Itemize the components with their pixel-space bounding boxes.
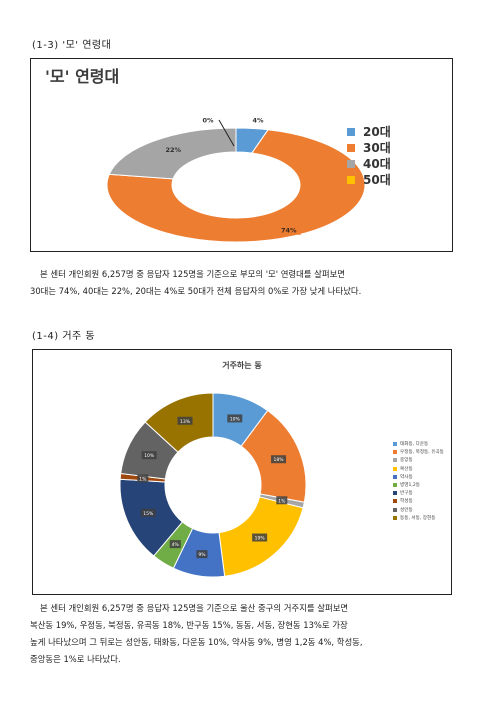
svg-text:1%: 1% — [278, 498, 286, 504]
chart2-legend-item-7: 학성동 — [393, 497, 444, 505]
chart2-frame: 거주하는 동 10% 18% 1% 19% 9% 4% 15% 1% 10% 13% 태화동, 다… — [32, 349, 452, 595]
chart2-legend-swatch-5 — [393, 483, 397, 488]
chart1-legend-item-2: 40대 — [347, 155, 391, 172]
chart2-legend-label-7: 학성동 — [400, 499, 413, 505]
chart2-legend-swatch-7 — [393, 499, 397, 504]
chart1-label-50: 0% — [197, 115, 219, 125]
section1-paragraph-line1: 본 센터 개인회원 6,257명 중 응답자 125명을 기준으로 부모의 '모… — [40, 269, 345, 279]
svg-text:9%: 9% — [198, 552, 206, 558]
chart2-legend-item-8: 성안동 — [393, 506, 444, 514]
chart2-legend-swatch-4 — [393, 474, 397, 479]
chart2-legend-label-3: 복산동 — [400, 466, 413, 472]
section1-paragraph-line2: 30대는 74%, 40대는 22%, 20대는 4%로 50대가 전체 응답자… — [30, 286, 362, 296]
svg-text:4%: 4% — [172, 542, 180, 548]
chart2-label-7: 1% — [137, 474, 149, 483]
svg-text:0%: 0% — [202, 117, 214, 125]
chart2-label-5: 4% — [169, 540, 181, 549]
chart1-frame: '모' 연령대 74% 22% 4% 0% 20대 30대 40대 50대 — [30, 58, 453, 252]
chart2-legend-item-1: 우정동, 북정동, 유곡동 — [393, 448, 444, 456]
chart2-label-2: 1% — [276, 496, 288, 505]
chart2-label-8: 10% — [141, 451, 157, 460]
chart1-legend-item-0: 20대 — [347, 123, 391, 140]
chart1-legend-label-1: 30대 — [363, 141, 391, 155]
chart2-label-1: 18% — [271, 455, 287, 464]
chart2-legend-label-4: 약사동 — [400, 474, 413, 480]
chart1-legend-label-2: 40대 — [363, 157, 391, 171]
chart1-callout-line — [218, 119, 235, 147]
chart1-legend: 20대 30대 40대 50대 — [347, 123, 447, 223]
section2-paragraph-line2: 복산동 19%, 우정동, 북정동, 유곡동 18%, 반구동 15%, 동동,… — [30, 620, 348, 630]
chart2-label-0: 10% — [227, 414, 243, 423]
chart2-legend-label-8: 성안동 — [400, 507, 413, 513]
chart2-legend-label-1: 우정동, 북정동, 유곡동 — [400, 450, 444, 456]
chart2-legend-item-3: 복산동 — [393, 465, 444, 473]
section2-paragraph-line4: 중앙동은 1%로 나타났다. — [30, 654, 121, 664]
chart2-legend-item-9: 동동, 서동, 장현동 — [393, 514, 444, 522]
chart1-legend-swatch-3 — [347, 175, 355, 184]
section2-paragraph-line3: 높게 나타났으며 그 뒤로는 성안동, 태화동, 다운동 10%, 약사동 9%… — [30, 637, 363, 647]
chart1-legend-label-0: 20대 — [363, 125, 391, 139]
chart2-legend-label-2: 중앙동 — [400, 458, 413, 464]
svg-text:13%: 13% — [180, 419, 191, 425]
svg-text:10%: 10% — [230, 416, 241, 422]
chart2-legend-item-5: 병영1,2동 — [393, 481, 444, 489]
chart2-legend-swatch-3 — [393, 466, 397, 471]
chart1-legend-swatch-1 — [347, 143, 355, 152]
chart2-label-6: 15% — [140, 508, 156, 517]
chart2-legend-item-0: 태화동, 다운동 — [393, 440, 444, 448]
chart2-legend-label-5: 병영1,2동 — [400, 483, 420, 489]
chart1-slice-1 — [106, 129, 366, 243]
chart2-legend-label-6: 반구동 — [400, 491, 413, 497]
svg-text:1%: 1% — [139, 476, 147, 482]
svg-text:15%: 15% — [143, 511, 154, 517]
chart1-label-20: 4% — [247, 115, 269, 125]
svg-text:4%: 4% — [252, 117, 264, 125]
chart1-svg: 74% 22% 4% 0% — [106, 115, 366, 243]
svg-text:10%: 10% — [144, 453, 155, 459]
chart1-title: '모' 연령대 — [45, 67, 120, 86]
svg-text:18%: 18% — [274, 457, 285, 463]
chart1-legend-item-3: 50대 — [347, 171, 391, 188]
chart2-legend-item-2: 중앙동 — [393, 456, 444, 464]
chart1-label-30: 74% — [276, 224, 301, 235]
svg-text:19%: 19% — [255, 536, 266, 542]
svg-text:22%: 22% — [165, 146, 181, 154]
chart2-label-4: 9% — [196, 550, 208, 559]
chart1-legend-swatch-2 — [347, 159, 355, 168]
chart2-svg: 10% 18% 1% 19% 9% 4% 15% 1% 10% 13% — [119, 392, 307, 578]
chart1-label-40: 22% — [161, 144, 186, 155]
chart2-title: 거주하는 동 — [222, 361, 262, 370]
section1-heading: (1-3) '모' 연령대 — [32, 40, 112, 51]
chart2-label-9: 13% — [177, 416, 193, 425]
chart2-legend-swatch-1 — [393, 450, 397, 455]
chart2-legend-swatch-6 — [393, 491, 397, 496]
section2-paragraph-line1: 본 센터 개인회원 6,257명 중 응답자 125명을 기준으로 울산 중구의… — [40, 603, 349, 613]
svg-text:74%: 74% — [281, 226, 297, 234]
chart2-legend-swatch-0 — [393, 442, 397, 447]
chart1-legend-item-1: 30대 — [347, 139, 391, 156]
chart2-legend-item-6: 반구동 — [393, 489, 444, 497]
chart2-legend-label-9: 동동, 서동, 장현동 — [400, 515, 436, 521]
chart1-legend-swatch-0 — [347, 127, 355, 136]
chart2-legend-swatch-2 — [393, 458, 397, 463]
section2-heading: (1-4) 거주 동 — [32, 331, 96, 342]
chart2-legend-swatch-9 — [393, 515, 397, 520]
chart2-legend-item-4: 약사동 — [393, 473, 444, 481]
chart2-legend-swatch-8 — [393, 507, 397, 512]
chart1-legend-label-3: 50대 — [363, 173, 391, 187]
chart2-label-3: 19% — [252, 533, 268, 542]
chart2-legend-label-0: 태화동, 다운동 — [400, 442, 429, 448]
